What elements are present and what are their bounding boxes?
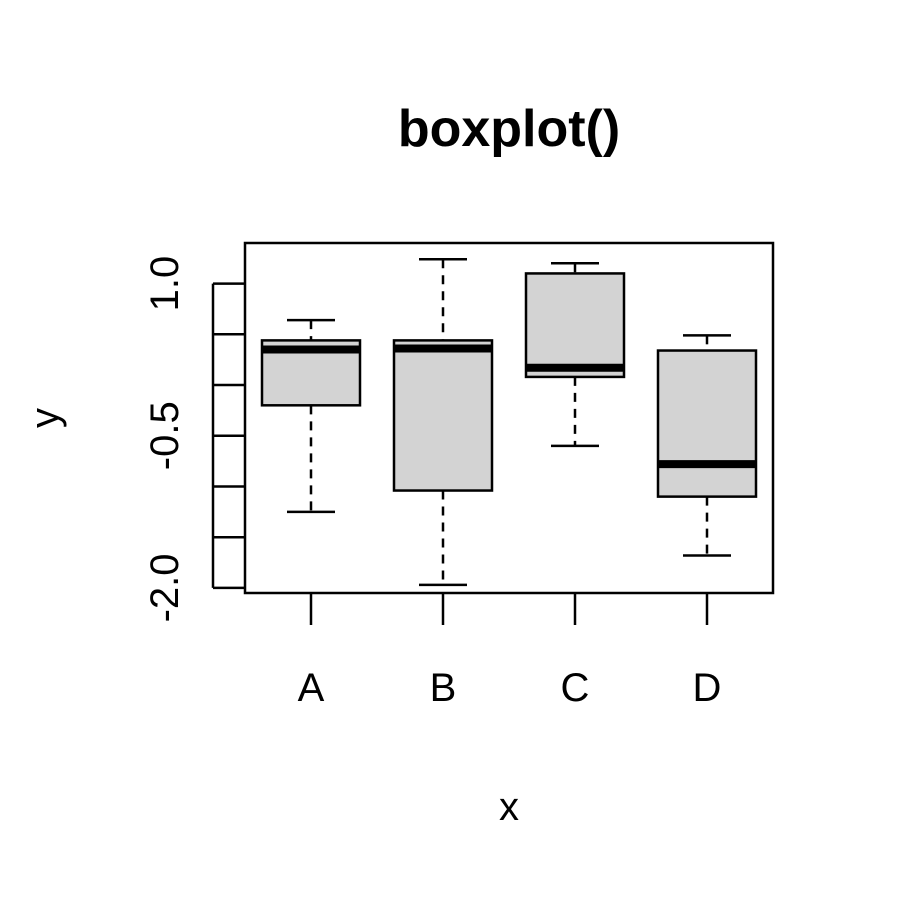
box-b: [392, 257, 494, 587]
iqr-box: [656, 349, 758, 498]
iqr-box: [524, 272, 626, 379]
y-tick-label: -0.5: [143, 401, 187, 470]
boxes-group: [260, 257, 758, 587]
x-tick-label: D: [693, 666, 722, 710]
box-c: [524, 262, 626, 448]
x-tick-label: A: [298, 666, 325, 710]
y-tick-label: 1.0: [143, 256, 187, 312]
x-tick-label: B: [430, 666, 457, 710]
x-axis: A B C D: [298, 593, 722, 710]
chart-title: boxplot(): [398, 100, 620, 158]
x-axis-label: x: [499, 785, 519, 829]
y-axis: -2.0 -0.5 1.0: [143, 256, 245, 622]
box-a: [260, 318, 362, 514]
plot-frame: [243, 241, 775, 595]
iqr-box: [392, 339, 494, 492]
box-d: [656, 334, 758, 557]
x-tick-label: C: [561, 666, 590, 710]
y-tick-label: -2.0: [143, 553, 187, 622]
y-axis-label: y: [23, 408, 67, 428]
